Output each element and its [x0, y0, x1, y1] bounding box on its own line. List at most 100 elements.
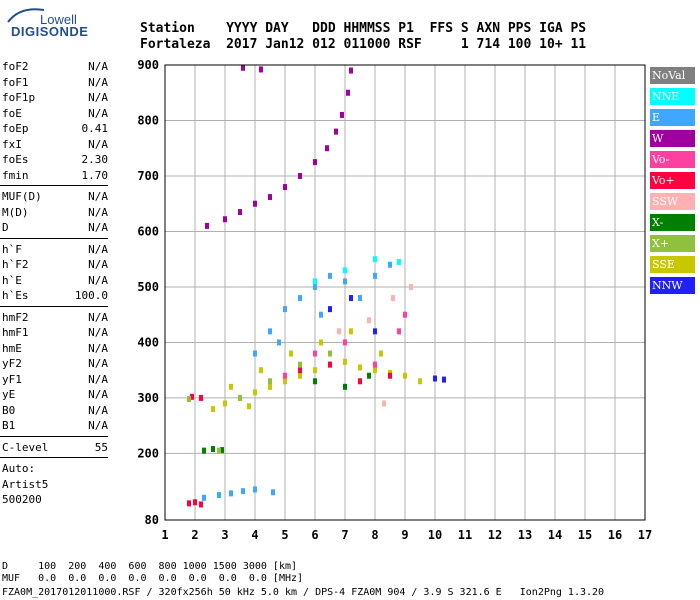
header-row-values: Fortaleza 2017 Jan12 012 011000 RSF 1 71… [140, 37, 587, 52]
data-point [334, 128, 338, 135]
param-name: hmE [2, 341, 22, 355]
param-d: D N/A [2, 221, 108, 235]
data-point [268, 383, 272, 390]
data-point [202, 494, 206, 501]
data-point [358, 295, 362, 302]
legend-e: E [650, 109, 695, 126]
data-point [268, 328, 272, 335]
param-foes: foEs 2.30 [2, 153, 108, 167]
param-name: hmF1 [2, 326, 29, 339]
param-name: yF1 [2, 372, 22, 386]
param-value: N/A [88, 60, 108, 73]
data-point [247, 403, 251, 410]
data-point [340, 111, 344, 118]
x-tick-labels: 1 2 3 4 5 6 7 8 9 10 11 12 13 14 15 16 17 [161, 528, 652, 542]
x-tick-label: 6 [311, 528, 318, 542]
param-name: hmF2 [2, 310, 29, 324]
data-point [328, 361, 332, 368]
x-tick-label: 17 [638, 528, 652, 542]
logo-lowell: Lowell [40, 12, 77, 27]
data-point [241, 64, 245, 71]
param-value: 55 [94, 440, 108, 454]
data-point [205, 222, 209, 229]
data-point [313, 350, 317, 357]
x-tick-label: 11 [458, 528, 472, 542]
param-value: 0.41 [81, 122, 109, 135]
chart-grid [164, 64, 646, 521]
data-point [343, 358, 347, 365]
data-point [313, 283, 317, 290]
data-point [367, 372, 371, 379]
data-point [298, 367, 302, 374]
data-point [268, 194, 272, 201]
param-hf2: h`F2 N/A [2, 258, 108, 272]
data-point [283, 378, 287, 385]
param-hf: h`F N/A [2, 243, 108, 257]
data-point [442, 376, 446, 383]
data-point [367, 317, 371, 324]
param-hmf2: hmF2 N/A [2, 311, 108, 325]
data-point [379, 350, 383, 357]
y-tick-label: 600 [137, 224, 159, 238]
data-point [343, 278, 347, 285]
auto-line: Artist5 [2, 477, 49, 491]
param-name: MUF(D) [2, 190, 42, 203]
data-point [229, 383, 233, 390]
data-point [199, 394, 203, 401]
data-point [268, 378, 272, 385]
data-point [373, 272, 377, 279]
param-fmin: fmin 1.70 [2, 169, 108, 183]
y-tick-label: 700 [137, 169, 159, 183]
data-point [190, 393, 194, 400]
param-name: C-level [2, 440, 49, 454]
data-point [253, 350, 257, 357]
data-point [433, 375, 437, 382]
legend-sse: SSE [650, 256, 695, 273]
param-value: N/A [88, 310, 108, 324]
data-point [343, 383, 347, 390]
param-name: h`F2 [2, 258, 29, 271]
data-point [373, 256, 377, 263]
param-name: yE [2, 388, 16, 401]
data-point [253, 200, 257, 207]
y-tick-labels: 80 200 300 400 500 600 700 800 900 [137, 58, 159, 527]
param-value: N/A [88, 190, 108, 203]
data-point [349, 328, 353, 335]
param-name: B1 [2, 419, 16, 432]
data-point [397, 328, 401, 335]
data-point [187, 500, 191, 507]
y-tick-label: 200 [137, 446, 159, 460]
param-b0: B0 N/A [2, 404, 108, 418]
data-point [403, 372, 407, 379]
data-point [253, 486, 257, 493]
param-value: 1.70 [81, 168, 109, 182]
param-foep: foEp 0.41 [2, 122, 108, 136]
param-fxi: fxI N/A [2, 138, 108, 152]
data-point [343, 339, 347, 346]
param-separator [0, 435, 108, 437]
legend-w: W [650, 130, 695, 147]
data-point [328, 306, 332, 313]
data-point [187, 396, 191, 403]
param-name: foF1 [2, 75, 29, 89]
data-point [193, 499, 197, 506]
data-point [391, 295, 395, 302]
param-separator [0, 237, 108, 239]
param-foe: foE N/A [2, 107, 108, 121]
x-tick-label: 10 [428, 528, 442, 542]
legend-vo: Vo+ [650, 172, 695, 189]
header-row-labels: Station YYYY DAY DDD HHMMSS P1 FFS S AXN… [140, 21, 587, 36]
data-point [319, 311, 323, 318]
data-point [211, 445, 215, 452]
data-point [373, 361, 377, 368]
data-point [325, 145, 329, 152]
param-name: B0 [2, 403, 16, 417]
legend-x: X+ [650, 235, 695, 252]
param-value: N/A [88, 258, 108, 271]
data-point [388, 372, 392, 379]
data-point [313, 278, 317, 285]
legend-vo: Vo- [650, 151, 695, 168]
param-hmf1: hmF1 N/A [2, 326, 108, 340]
x-tick-label: 14 [548, 528, 562, 542]
param-value: N/A [88, 137, 108, 151]
